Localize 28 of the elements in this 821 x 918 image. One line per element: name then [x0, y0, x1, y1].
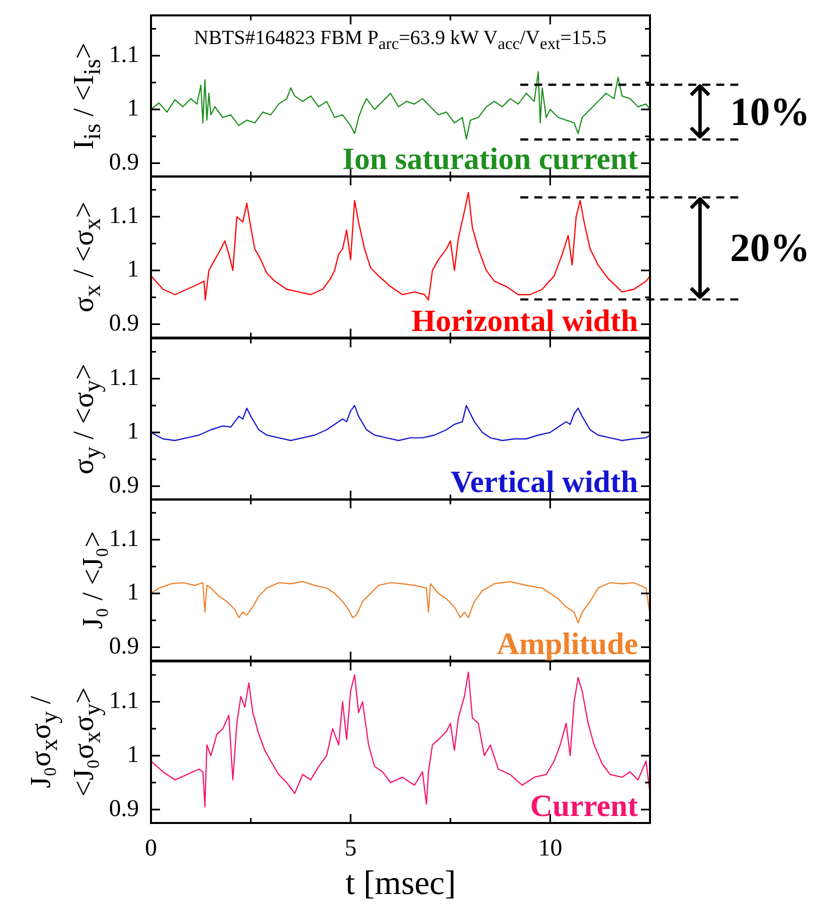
y-tick-label: 1: [127, 256, 139, 283]
x-tick-label: 0: [145, 835, 157, 862]
text: 20%: [730, 225, 810, 270]
y-tick-label: 0.9: [109, 795, 139, 822]
text: 10%: [730, 88, 810, 134]
annotation: Ion saturation current: [342, 141, 638, 176]
annotation: Amplitude: [496, 626, 638, 661]
text: NBTS#164823 FBM P$_{arc}$=63.9 kW V$_{acc}$/V$_{ext}$=15.5: [194, 27, 607, 54]
y-tick-label: 1: [127, 580, 139, 606]
y-tick-label: 1.1: [109, 364, 139, 391]
y-tick-label: 1.1: [109, 526, 139, 552]
y-tick-label: 1.1: [109, 42, 139, 68]
y-tick-label: 0.9: [109, 149, 139, 176]
y-tick-label: 1: [127, 742, 139, 768]
annotation: Current: [530, 788, 638, 823]
y-tick-label: 0.9: [109, 634, 139, 660]
y-tick-label: 0.9: [109, 472, 139, 498]
y-tick-label: 0.9: [109, 310, 139, 337]
y-tick-label: 1.1: [109, 688, 139, 714]
x-tick-label: 10: [538, 835, 562, 862]
y-tick-label: 1: [127, 418, 139, 444]
x-axis-title: t [msec]: [346, 864, 456, 903]
y-tick-label: 1.1: [109, 203, 139, 230]
x-tick-label: 5: [344, 835, 357, 862]
y-axis-title: J₀ / <J₀>: [76, 531, 110, 630]
annotation: Vertical width: [450, 464, 638, 500]
annotation: Horizontal width: [412, 302, 638, 338]
y-tick-label: 1: [127, 95, 139, 122]
